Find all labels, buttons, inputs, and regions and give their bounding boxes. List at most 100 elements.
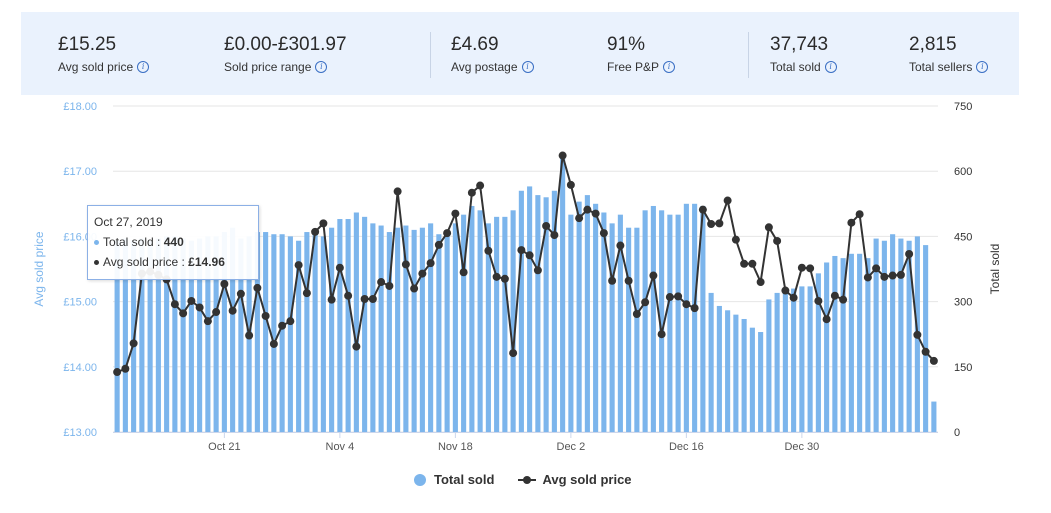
bar [716,305,722,432]
info-icon[interactable]: i [663,61,676,73]
line-point [740,259,749,268]
line-point [723,196,732,205]
bar [271,234,277,432]
line-point [657,330,666,339]
info-icon[interactable]: i [315,61,328,73]
line-point [269,339,278,348]
line-point [476,181,485,190]
bar [848,253,854,432]
line-point [822,315,831,324]
line-point [748,259,757,268]
line-point [426,259,435,268]
line-point [583,205,592,214]
tooltip-bar-dot [94,239,99,245]
bar [444,232,450,432]
stat-value: £0.00-£301.97 [224,34,347,55]
bar [865,258,871,432]
line-point [121,364,130,373]
line-point [311,227,320,236]
line-series-avg-sold-price [113,151,938,377]
stat-label-text: Total sold [770,60,821,74]
bar [683,203,689,432]
line-point [352,342,361,351]
bar [824,262,830,432]
line-point [368,294,377,303]
bar [180,238,186,432]
bar [419,227,425,432]
line-point [228,306,237,315]
line-point [302,289,311,298]
bar [650,205,656,432]
bar [667,214,673,432]
bar [741,318,747,432]
info-icon[interactable]: i [976,61,989,73]
bar [428,223,434,432]
line-point [170,300,179,309]
line-point [335,263,344,272]
stat-label-text: Avg postage [451,60,518,74]
info-icon[interactable]: i [137,61,150,73]
bar [774,292,780,432]
line-point [665,293,674,302]
bar [560,158,566,432]
info-icon[interactable]: i [521,61,534,73]
line-point [649,271,658,280]
line-point [434,240,443,249]
bar [279,234,285,432]
bar [221,232,227,432]
bar [386,232,392,432]
x-tick-label: Dec 16 [669,441,704,453]
bar [238,238,244,432]
bar [436,234,442,432]
line-point [599,229,608,238]
stat-label: Free P&P i [607,60,676,74]
line-point [789,293,798,302]
bar [164,236,170,432]
info-icon[interactable]: i [824,61,837,73]
bar [857,253,863,432]
stat-free-pp: 91% Free P&P i [607,34,676,74]
y-axis-title-right: Total sold [988,244,1002,295]
bar [807,286,813,432]
y-tick-label-right: 150 [954,362,972,374]
stat-value: £15.25 [58,34,117,55]
line-point [294,261,303,270]
stat-label: Total sold i [770,60,837,74]
bar [799,286,805,432]
line-point [641,298,650,307]
tooltip-total-label: Total sold [103,235,154,249]
bar [634,227,640,432]
y-axis-title-left: Avg sold price [32,231,46,306]
line-point [113,368,122,377]
tooltip-line-dot [94,259,99,265]
bar [758,332,764,432]
y-tick-label-left: £15.00 [63,297,97,309]
bar [931,401,937,432]
bar [477,210,483,432]
bar [345,219,351,432]
line-point [220,279,229,288]
stat-divider [430,32,431,78]
avg-price-line [116,154,935,373]
line-point [385,281,394,290]
bar [452,223,458,432]
line-point [690,304,699,313]
stat-total-sellers: 2,815 Total sellers i [909,34,989,74]
bar [890,234,896,432]
line-point [187,296,196,305]
line-point [393,187,402,196]
stat-label: Avg postage i [451,60,534,74]
line-point [913,330,922,339]
line-point [591,209,600,218]
line-point [674,292,683,301]
bar [832,255,838,432]
line-point [781,286,790,295]
line-point [731,235,740,244]
bar [535,195,541,432]
line-point [509,349,518,358]
legend-item-avg-sold-price[interactable]: Avg sold price [518,472,632,487]
x-tick-label: Nov 18 [438,441,473,453]
x-tick-label: Nov 4 [326,441,355,453]
legend-item-total-sold[interactable]: Total sold [414,472,494,487]
